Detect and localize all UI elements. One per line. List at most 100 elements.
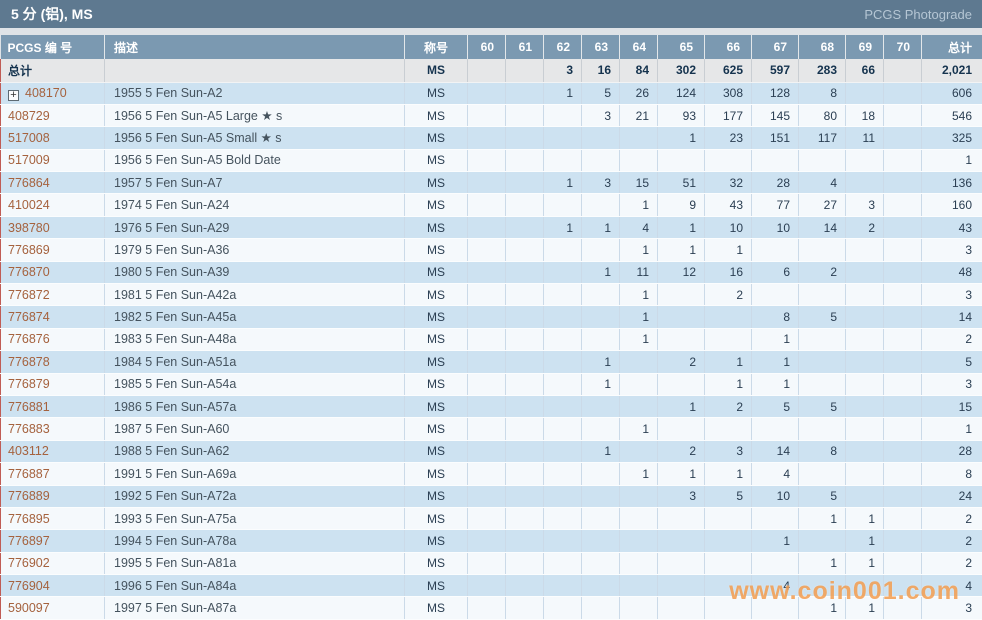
grade-cell <box>884 597 922 619</box>
grade-cell: 1 <box>799 507 846 529</box>
pcgs-number-link[interactable]: 776879 <box>8 377 50 391</box>
pcgs-cell: 776881 <box>1 395 105 417</box>
designation-cell: MS <box>405 351 468 373</box>
totals-grade-cell: 66 <box>846 59 884 82</box>
pcgs-number-link[interactable]: 776864 <box>8 176 50 190</box>
grade-cell <box>846 239 884 261</box>
grade-cell: 1 <box>620 239 658 261</box>
pcgs-number-link[interactable]: 408729 <box>8 109 50 123</box>
grade-cell <box>544 597 582 619</box>
pcgs-number-link[interactable]: 517008 <box>8 131 50 145</box>
pcgs-number-link[interactable]: 776878 <box>8 355 50 369</box>
grade-cell: 1 <box>544 172 582 194</box>
grade-cell: 145 <box>752 104 799 126</box>
grade-cell <box>884 418 922 440</box>
grade-cell: 15 <box>620 172 658 194</box>
grade-cell <box>705 328 752 350</box>
pcgs-number-link[interactable]: 398780 <box>8 221 50 235</box>
description-cell: 1988 5 Fen Sun-A62 <box>105 440 405 462</box>
designation-cell: MS <box>405 239 468 261</box>
pcgs-number-link[interactable]: 776883 <box>8 422 50 436</box>
grade-cell <box>544 194 582 216</box>
description-cell: 1983 5 Fen Sun-A48a <box>105 328 405 350</box>
grade-cell <box>506 328 544 350</box>
pcgs-number-link[interactable]: 776904 <box>8 579 50 593</box>
grade-cell: 51 <box>658 172 705 194</box>
pcgs-number-link[interactable]: 590097 <box>8 601 50 615</box>
total-cell: 8 <box>922 463 982 485</box>
grade-cell: 27 <box>799 194 846 216</box>
grade-cell <box>544 306 582 328</box>
grade-cell <box>544 261 582 283</box>
expand-icon[interactable]: + <box>8 90 19 101</box>
column-header: 63 <box>582 35 620 59</box>
totals-description-cell <box>105 59 405 82</box>
grade-cell <box>705 507 752 529</box>
description-cell: 1955 5 Fen Sun-A2 <box>105 82 405 104</box>
grade-cell <box>620 575 658 597</box>
pcgs-number-link[interactable]: 776889 <box>8 489 50 503</box>
page-title: 5 分 (铝), MS <box>11 4 93 24</box>
pcgs-cell: 517008 <box>1 127 105 149</box>
total-cell: 3 <box>922 597 982 619</box>
grade-cell: 16 <box>705 261 752 283</box>
pcgs-number-link[interactable]: 776881 <box>8 400 50 414</box>
designation-cell: MS <box>405 373 468 395</box>
grade-cell: 1 <box>846 530 884 552</box>
grade-cell <box>799 239 846 261</box>
grade-cell <box>846 575 884 597</box>
designation-cell: MS <box>405 328 468 350</box>
grade-cell: 18 <box>846 104 884 126</box>
grade-cell <box>544 328 582 350</box>
grade-cell <box>884 463 922 485</box>
pcgs-number-link[interactable]: 776869 <box>8 243 50 257</box>
grade-cell <box>544 575 582 597</box>
photograde-label: PCGS Photograde <box>864 7 972 22</box>
grade-cell <box>846 261 884 283</box>
grade-cell <box>799 418 846 440</box>
column-header: 描述 <box>105 35 405 59</box>
grade-cell: 8 <box>752 306 799 328</box>
description-cell: 1982 5 Fen Sun-A45a <box>105 306 405 328</box>
grade-cell: 1 <box>752 530 799 552</box>
grade-cell: 1 <box>620 284 658 306</box>
total-cell: 4 <box>922 575 982 597</box>
pcgs-number-link[interactable]: 410024 <box>8 198 50 212</box>
totals-grade-cell: 84 <box>620 59 658 82</box>
grade-cell <box>705 597 752 619</box>
grade-cell <box>620 395 658 417</box>
grade-cell <box>884 127 922 149</box>
grade-cell <box>884 149 922 171</box>
pcgs-number-link[interactable]: 517009 <box>8 153 50 167</box>
grade-cell: 1 <box>752 328 799 350</box>
pcgs-number-link[interactable]: 776902 <box>8 556 50 570</box>
grade-cell <box>799 373 846 395</box>
designation-cell: MS <box>405 149 468 171</box>
total-cell: 15 <box>922 395 982 417</box>
grade-cell <box>582 149 620 171</box>
description-cell: 1993 5 Fen Sun-A75a <box>105 507 405 529</box>
grade-cell: 32 <box>705 172 752 194</box>
pcgs-number-link[interactable]: 776872 <box>8 288 50 302</box>
pcgs-number-link[interactable]: 776897 <box>8 534 50 548</box>
grade-cell <box>752 597 799 619</box>
pcgs-number-link[interactable]: 776876 <box>8 332 50 346</box>
pcgs-number-link[interactable]: 403112 <box>8 444 49 458</box>
pcgs-number-link[interactable]: 776895 <box>8 512 50 526</box>
pcgs-cell: 776869 <box>1 239 105 261</box>
description-cell: 1980 5 Fen Sun-A39 <box>105 261 405 283</box>
pcgs-number-link[interactable]: 408170 <box>25 86 67 100</box>
grade-cell <box>506 172 544 194</box>
grade-cell <box>468 597 506 619</box>
pcgs-number-link[interactable]: 776887 <box>8 467 50 481</box>
pcgs-number-link[interactable]: 776874 <box>8 310 50 324</box>
pcgs-number-link[interactable]: 776870 <box>8 265 50 279</box>
grade-cell <box>544 284 582 306</box>
